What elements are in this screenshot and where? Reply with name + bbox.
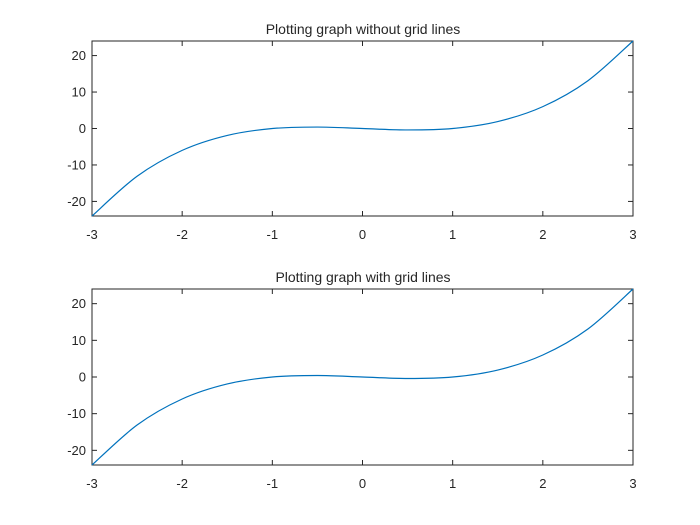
- x-tick-label: -3: [86, 227, 98, 242]
- x-tick-label: -3: [86, 476, 98, 491]
- x-tick-label: -2: [176, 227, 188, 242]
- ticks-layer: [91, 41, 634, 216]
- plot-title: Plotting graph without grid lines: [266, 21, 461, 37]
- ticks-layer: [91, 289, 634, 465]
- x-tick-label: -1: [267, 476, 279, 491]
- series-line: [91, 40, 634, 217]
- y-tick-label: 10: [72, 85, 86, 100]
- y-tick-label: 20: [72, 296, 86, 311]
- x-tick-label: -1: [267, 227, 279, 242]
- x-tick-label: 0: [359, 476, 366, 491]
- y-tick-label: 20: [72, 48, 86, 63]
- lines-layer: [91, 40, 634, 217]
- plot-title: Plotting graph with grid lines: [275, 269, 450, 285]
- y-tick-label: -10: [67, 406, 86, 421]
- y-tick-label: -10: [67, 157, 86, 172]
- subplot-without-grid: Plotting graph without grid lines -3 -2 -1…: [67, 21, 636, 242]
- y-tick-label: -20: [67, 443, 86, 458]
- x-tick-label: 3: [629, 227, 636, 242]
- lines-layer: [91, 288, 634, 466]
- y-tick-label: 0: [79, 121, 86, 136]
- series-line: [91, 288, 634, 466]
- x-tick-label: 0: [359, 227, 366, 242]
- y-tick-label: 0: [79, 370, 86, 385]
- x-tick-label: 2: [539, 476, 546, 491]
- y-tick-label: 10: [72, 333, 86, 348]
- x-tick-label: -2: [176, 476, 188, 491]
- x-tick-label: 1: [449, 227, 456, 242]
- y-tick-label: -20: [67, 194, 86, 209]
- x-tick-label: 3: [629, 476, 636, 491]
- subplot-with-grid: Plotting graph with grid lines -3 -2 -1 0 1 2…: [67, 269, 636, 491]
- x-tick-label: 1: [449, 476, 456, 491]
- x-tick-label: 2: [539, 227, 546, 242]
